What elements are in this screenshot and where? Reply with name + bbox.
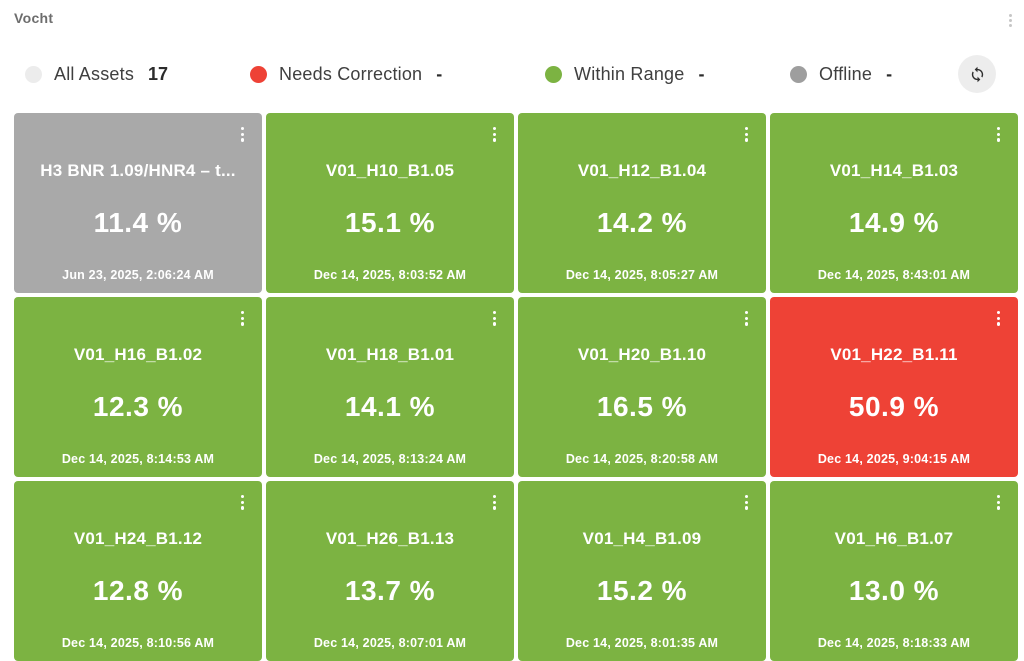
asset-value: 14.9 % [848, 207, 940, 238]
asset-value: 15.1 % [344, 207, 436, 238]
asset-name: V01_H24_B1.12 [73, 529, 203, 548]
legend-item-within-range[interactable]: Within Range - [545, 64, 790, 85]
tile-menu-icon[interactable] [995, 309, 1002, 328]
asset-name: V01_H14_B1.03 [829, 161, 959, 180]
legend-count: - [886, 63, 893, 84]
asset-timestamp: Dec 14, 2025, 8:43:01 AM [817, 268, 971, 282]
asset-tile[interactable]: V01_H18_B1.01 14.1 % Dec 14, 2025, 8:13:… [266, 297, 514, 477]
asset-value: 13.0 % [848, 575, 940, 606]
legend-item-needs-correction[interactable]: Needs Correction - [250, 64, 545, 85]
asset-tile[interactable]: V01_H24_B1.12 12.8 % Dec 14, 2025, 8:10:… [14, 481, 262, 661]
status-legend: All Assets 17 Needs Correction - Within … [0, 54, 1024, 94]
legend-count: 17 [148, 63, 169, 84]
offline-dot-icon [790, 65, 807, 83]
tile-menu-icon[interactable] [239, 493, 246, 512]
asset-tile[interactable]: V01_H16_B1.02 12.3 % Dec 14, 2025, 8:14:… [14, 297, 262, 477]
asset-tile[interactable]: V01_H12_B1.04 14.2 % Dec 14, 2025, 8:05:… [518, 113, 766, 293]
sync-icon [969, 66, 986, 83]
asset-value: 11.4 % [93, 207, 183, 238]
asset-value: 14.2 % [596, 207, 688, 238]
all-assets-dot-icon [25, 65, 42, 83]
legend-label: Offline [819, 63, 873, 84]
asset-tile[interactable]: V01_H4_B1.09 15.2 % Dec 14, 2025, 8:01:3… [518, 481, 766, 661]
asset-name: V01_H10_B1.05 [325, 161, 455, 180]
legend-count: - [698, 63, 705, 84]
tile-menu-icon[interactable] [239, 309, 246, 328]
asset-timestamp: Dec 14, 2025, 9:04:15 AM [817, 452, 971, 466]
asset-timestamp: Dec 14, 2025, 8:20:58 AM [565, 452, 719, 466]
legend-item-offline[interactable]: Offline - [790, 64, 892, 85]
within-range-dot-icon [545, 65, 562, 83]
asset-name: V01_H18_B1.01 [325, 345, 455, 364]
page-title: Vocht [14, 10, 54, 26]
asset-tile[interactable]: V01_H22_B1.11 50.9 % Dec 14, 2025, 9:04:… [770, 297, 1018, 477]
asset-tile[interactable]: V01_H20_B1.10 16.5 % Dec 14, 2025, 8:20:… [518, 297, 766, 477]
tile-menu-icon[interactable] [743, 309, 750, 328]
asset-value: 15.2 % [596, 575, 688, 606]
asset-value: 12.3 % [92, 391, 184, 422]
asset-timestamp: Dec 14, 2025, 8:07:01 AM [313, 636, 467, 650]
tile-menu-icon[interactable] [491, 125, 498, 144]
asset-name: V01_H22_B1.11 [830, 345, 958, 364]
legend-label: All Assets [54, 63, 135, 84]
asset-name: V01_H16_B1.02 [73, 345, 203, 364]
asset-value: 14.1 % [344, 391, 436, 422]
asset-timestamp: Dec 14, 2025, 8:05:27 AM [565, 268, 719, 282]
asset-timestamp: Dec 14, 2025, 8:18:33 AM [817, 636, 971, 650]
asset-timestamp: Jun 23, 2025, 2:06:24 AM [62, 268, 214, 282]
tile-menu-icon[interactable] [995, 493, 1002, 512]
asset-timestamp: Dec 14, 2025, 8:01:35 AM [565, 636, 719, 650]
asset-name: V01_H12_B1.04 [577, 161, 707, 180]
asset-timestamp: Dec 14, 2025, 8:13:24 AM [313, 452, 467, 466]
asset-tile[interactable]: V01_H14_B1.03 14.9 % Dec 14, 2025, 8:43:… [770, 113, 1018, 293]
asset-name: V01_H6_B1.07 [834, 529, 954, 548]
legend-count: - [436, 63, 443, 84]
tile-menu-icon[interactable] [995, 125, 1002, 144]
refresh-button[interactable] [958, 55, 996, 93]
asset-value: 13.7 % [344, 575, 436, 606]
asset-tile[interactable]: V01_H10_B1.05 15.1 % Dec 14, 2025, 8:03:… [266, 113, 514, 293]
asset-name: V01_H20_B1.10 [577, 345, 707, 364]
tile-menu-icon[interactable] [743, 125, 750, 144]
asset-timestamp: Dec 14, 2025, 8:10:56 AM [61, 636, 215, 650]
tile-menu-icon[interactable] [239, 125, 246, 144]
asset-name: H3 BNR 1.09/HNR4 – t... [40, 161, 236, 180]
asset-name: V01_H4_B1.09 [582, 529, 702, 548]
asset-tile[interactable]: H3 BNR 1.09/HNR4 – t... 11.4 % Jun 23, 2… [14, 113, 262, 293]
asset-name: V01_H26_B1.13 [325, 529, 455, 548]
asset-tile[interactable]: V01_H6_B1.07 13.0 % Dec 14, 2025, 8:18:3… [770, 481, 1018, 661]
legend-item-all-assets[interactable]: All Assets 17 [25, 64, 250, 85]
widget-menu-icon[interactable] [1000, 9, 1020, 31]
asset-timestamp: Dec 14, 2025, 8:14:53 AM [61, 452, 215, 466]
asset-value: 16.5 % [596, 391, 688, 422]
asset-value: 50.9 % [848, 391, 940, 422]
legend-label: Within Range [574, 63, 685, 84]
tile-menu-icon[interactable] [743, 493, 750, 512]
asset-timestamp: Dec 14, 2025, 8:03:52 AM [313, 268, 467, 282]
asset-tile[interactable]: V01_H26_B1.13 13.7 % Dec 14, 2025, 8:07:… [266, 481, 514, 661]
tile-menu-icon[interactable] [491, 493, 498, 512]
asset-value: 12.8 % [92, 575, 184, 606]
legend-label: Needs Correction [279, 63, 423, 84]
needs-correction-dot-icon [250, 65, 267, 83]
asset-tile-grid: H3 BNR 1.09/HNR4 – t... 11.4 % Jun 23, 2… [14, 113, 1018, 661]
tile-menu-icon[interactable] [491, 309, 498, 328]
